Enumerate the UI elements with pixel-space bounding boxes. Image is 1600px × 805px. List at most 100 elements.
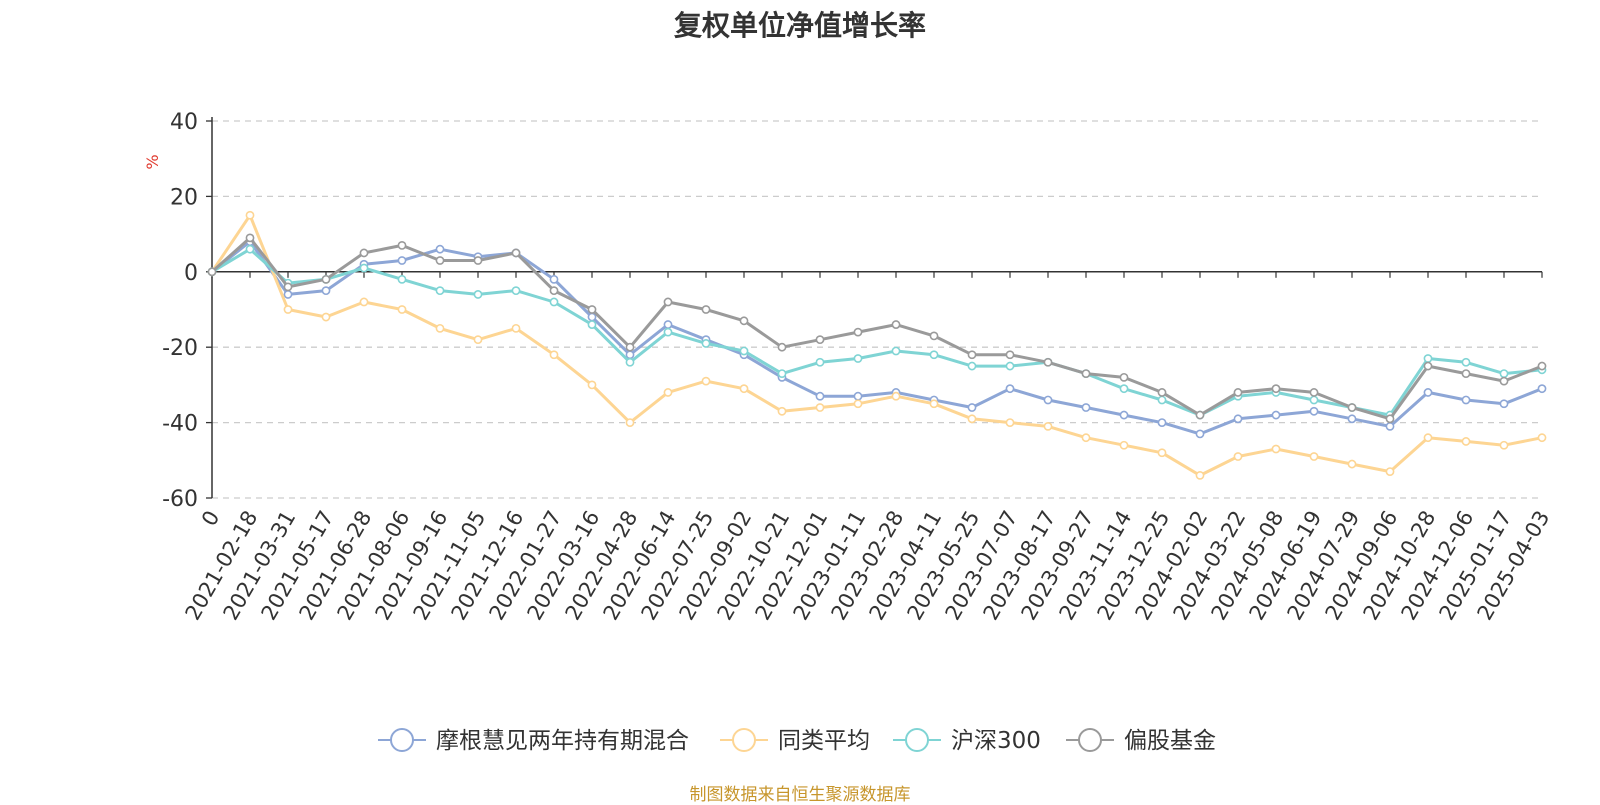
data-point bbox=[1081, 369, 1091, 378]
data-point bbox=[777, 406, 787, 416]
legend-entry: 同类平均 bbox=[778, 728, 870, 754]
data-point bbox=[1195, 410, 1205, 420]
data-point bbox=[1119, 384, 1129, 394]
data-point bbox=[587, 312, 597, 322]
data-point bbox=[587, 305, 597, 314]
data-point bbox=[511, 286, 521, 296]
data-point bbox=[891, 320, 901, 329]
data-point bbox=[397, 305, 407, 314]
data-point bbox=[321, 274, 331, 284]
y-tick-label: -20 bbox=[162, 336, 198, 361]
data-point bbox=[1271, 444, 1281, 454]
data-point bbox=[549, 286, 559, 296]
axes: -60-40-2002040%02021-02-182021-03-312021… bbox=[143, 110, 1554, 624]
data-point bbox=[625, 418, 635, 427]
data-point bbox=[1423, 361, 1433, 371]
data-point bbox=[435, 244, 445, 254]
data-point bbox=[245, 233, 255, 243]
data-point bbox=[435, 323, 445, 333]
data-point bbox=[853, 391, 863, 401]
data-point bbox=[663, 388, 673, 397]
data-point bbox=[1499, 376, 1509, 386]
data-point bbox=[1005, 418, 1015, 427]
data-point bbox=[397, 274, 407, 284]
data-point bbox=[1385, 467, 1395, 477]
data-point bbox=[967, 350, 977, 360]
data-point bbox=[625, 350, 635, 360]
data-point bbox=[1309, 452, 1319, 461]
legend-marker-circle bbox=[390, 728, 414, 752]
data-point bbox=[1005, 350, 1015, 360]
x-tick-label: 0 bbox=[197, 507, 224, 531]
legend-entry: 沪深300 bbox=[951, 728, 1041, 754]
data-point bbox=[701, 376, 711, 386]
data-point bbox=[1157, 395, 1167, 405]
data-point bbox=[1271, 384, 1281, 394]
series-line-3 bbox=[211, 236, 1543, 421]
data-point bbox=[1423, 388, 1433, 397]
legend-marker-circle bbox=[905, 728, 929, 752]
data-point bbox=[1233, 414, 1243, 424]
series-line-2 bbox=[211, 247, 1543, 417]
data-point bbox=[359, 263, 369, 273]
data-point bbox=[1347, 459, 1357, 469]
data-point bbox=[777, 342, 787, 352]
data-point bbox=[435, 256, 445, 265]
data-point bbox=[1385, 421, 1395, 431]
data-point bbox=[853, 399, 863, 409]
data-point bbox=[701, 339, 711, 348]
data-point bbox=[549, 297, 559, 307]
data-point bbox=[663, 297, 673, 307]
data-point bbox=[853, 354, 863, 363]
grid-lines bbox=[212, 120, 1542, 499]
data-point bbox=[473, 290, 483, 299]
data-point bbox=[1043, 395, 1053, 405]
data-point bbox=[815, 357, 825, 367]
legend-marker-circle bbox=[1078, 728, 1102, 752]
data-point bbox=[283, 282, 293, 292]
data-point bbox=[891, 346, 901, 356]
data-point bbox=[473, 335, 483, 345]
data-point bbox=[853, 327, 863, 337]
legend-entry: 摩根慧见两年持有期混合 bbox=[436, 728, 689, 754]
y-tick-label: -40 bbox=[162, 412, 198, 437]
data-point bbox=[1537, 433, 1547, 443]
data-point bbox=[815, 391, 825, 401]
data-point bbox=[473, 256, 483, 265]
data-point bbox=[397, 241, 407, 250]
line-chart: -60-40-2002040%02021-02-182021-03-312021… bbox=[143, 110, 1554, 754]
data-point bbox=[1461, 369, 1471, 378]
data-point bbox=[1271, 410, 1281, 420]
data-point bbox=[625, 342, 635, 352]
data-point bbox=[701, 305, 711, 314]
data-point bbox=[511, 248, 521, 258]
data-point bbox=[245, 210, 255, 220]
series-line-1 bbox=[210, 213, 1543, 477]
data-point bbox=[1499, 369, 1509, 378]
data-point bbox=[1081, 433, 1091, 443]
chart-title: 复权单位净值增长率 bbox=[673, 9, 926, 42]
y-tick-label: 20 bbox=[170, 185, 198, 210]
y-tick-label: -60 bbox=[162, 487, 198, 512]
data-point bbox=[815, 403, 825, 412]
data-point bbox=[967, 414, 977, 424]
data-point bbox=[321, 312, 331, 322]
data-point bbox=[967, 403, 977, 412]
data-point bbox=[1119, 372, 1129, 382]
data-point bbox=[1309, 388, 1319, 397]
data-point bbox=[739, 346, 749, 356]
data-point bbox=[1537, 384, 1547, 394]
y-axis-label: % bbox=[143, 154, 162, 169]
data-point bbox=[891, 391, 901, 401]
data-point bbox=[967, 361, 977, 371]
data-point bbox=[1309, 406, 1319, 416]
data-point bbox=[739, 316, 749, 326]
data-point bbox=[1537, 361, 1547, 371]
data-point bbox=[1499, 399, 1509, 409]
data-point bbox=[1081, 403, 1091, 412]
data-point bbox=[1005, 384, 1015, 394]
data-point bbox=[321, 286, 331, 296]
data-point bbox=[815, 335, 825, 345]
data-point bbox=[1119, 410, 1129, 420]
data-point bbox=[1195, 429, 1205, 439]
